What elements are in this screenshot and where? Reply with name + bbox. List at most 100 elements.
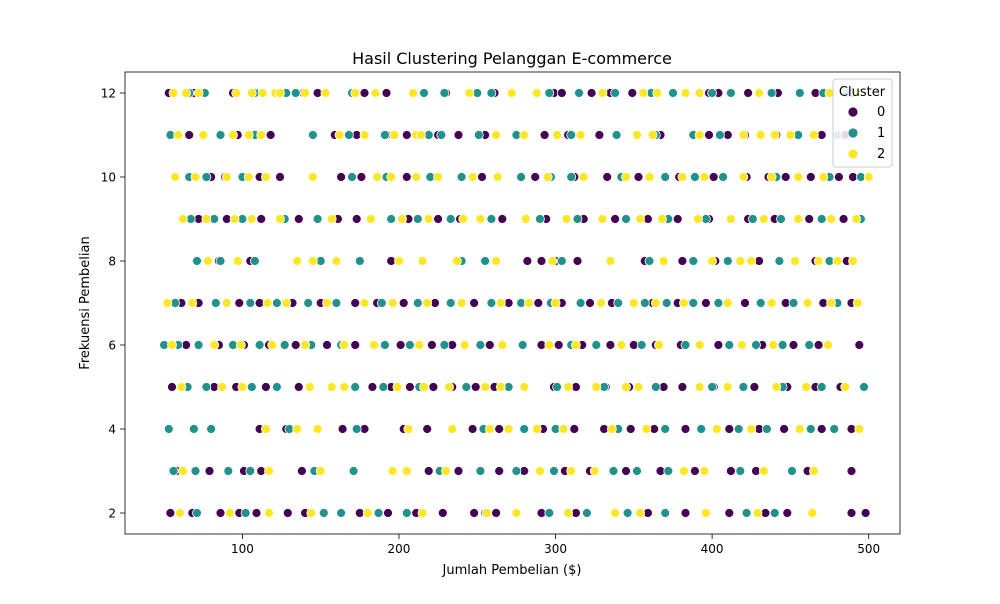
- data-point-cluster-2: [506, 88, 517, 98]
- data-point-cluster-2: [552, 130, 562, 140]
- data-point-cluster-0: [690, 466, 700, 476]
- data-point-cluster-1: [804, 340, 815, 350]
- data-point-cluster-1: [246, 382, 257, 392]
- data-point-cluster-1: [735, 466, 746, 476]
- data-point-cluster-0: [484, 340, 495, 350]
- data-point-cluster-1: [726, 88, 736, 98]
- data-point-cluster-0: [491, 508, 502, 518]
- data-point-cluster-0: [433, 214, 444, 224]
- data-point-cluster-1: [663, 466, 674, 476]
- data-point-cluster-1: [544, 508, 555, 518]
- data-point-cluster-1: [636, 340, 647, 350]
- data-point-cluster-1: [713, 298, 724, 308]
- data-point-cluster-1: [201, 172, 212, 182]
- data-point-cluster-2: [177, 214, 188, 224]
- data-point-cluster-2: [693, 214, 703, 224]
- data-point-cluster-1: [193, 340, 204, 350]
- legend-label-0: 0: [877, 105, 885, 120]
- data-point-cluster-0: [585, 298, 595, 308]
- plot-area-frame: [124, 71, 901, 535]
- data-point-cluster-1: [456, 172, 467, 182]
- y-axis-label: Frekuensi Pembelian: [78, 236, 93, 369]
- data-point-cluster-2: [575, 130, 586, 140]
- data-point-cluster-0: [701, 298, 711, 308]
- data-point-cluster-1: [707, 382, 717, 392]
- data-point-cluster-2: [826, 298, 836, 308]
- data-point-cluster-1: [688, 298, 699, 308]
- data-point-cluster-2: [451, 256, 462, 266]
- data-point-cluster-0: [165, 508, 176, 518]
- x-axis: 100 200 300 400 500: [231, 534, 880, 556]
- data-point-cluster-0: [846, 508, 857, 518]
- data-point-cluster-2: [519, 382, 530, 392]
- data-point-cluster-2: [801, 382, 811, 392]
- data-point-cluster-1: [774, 256, 785, 266]
- data-point-cluster-2: [752, 508, 763, 518]
- data-point-cluster-2: [187, 298, 198, 308]
- data-point-cluster-2: [563, 508, 573, 518]
- data-point-cluster-2: [680, 88, 691, 98]
- data-point-cluster-0: [290, 340, 301, 350]
- data-point-cluster-2: [300, 340, 311, 350]
- data-point-cluster-1: [445, 214, 456, 224]
- data-point-cluster-0: [627, 88, 638, 98]
- data-point-cluster-2: [707, 256, 717, 266]
- data-point-cluster-2: [694, 88, 705, 98]
- data-point-cluster-2: [632, 130, 642, 140]
- data-point-cluster-1: [724, 340, 735, 350]
- data-point-cluster-2: [826, 214, 836, 224]
- data-point-cluster-1: [475, 340, 486, 350]
- data-point-cluster-1: [751, 340, 761, 350]
- data-point-cluster-1: [168, 466, 179, 476]
- data-point-cluster-2: [813, 256, 824, 266]
- data-point-cluster-0: [356, 172, 367, 182]
- data-point-cluster-2: [224, 508, 235, 518]
- data-point-cluster-0: [838, 214, 849, 224]
- data-point-cluster-0: [740, 298, 750, 308]
- data-point-cluster-1: [190, 466, 201, 476]
- data-point-cluster-2: [331, 256, 342, 266]
- data-point-cluster-1: [747, 214, 758, 224]
- data-point-cluster-1: [188, 424, 199, 434]
- data-point-cluster-0: [724, 424, 735, 434]
- data-point-cluster-2: [520, 214, 531, 224]
- data-point-cluster-1: [696, 424, 707, 434]
- data-point-cluster-2: [464, 88, 475, 98]
- data-point-cluster-2: [616, 340, 627, 350]
- data-point-cluster-2: [699, 466, 710, 476]
- data-point-cluster-1: [307, 130, 318, 140]
- data-point-cluster-1: [622, 508, 633, 518]
- data-point-cluster-2: [168, 88, 179, 98]
- data-point-cluster-1: [201, 382, 212, 392]
- data-point-cluster-1: [829, 424, 840, 434]
- data-point-cluster-2: [641, 424, 652, 434]
- data-point-cluster-2: [679, 298, 689, 308]
- data-point-cluster-1: [766, 88, 777, 98]
- data-point-cluster-1: [439, 340, 450, 350]
- data-point-cluster-1: [613, 298, 624, 308]
- y-tick-label: 4: [108, 423, 116, 437]
- data-point-cluster-2: [262, 298, 273, 308]
- data-point-cluster-2: [647, 130, 658, 140]
- data-point-cluster-2: [176, 382, 187, 392]
- data-point-cluster-2: [275, 88, 285, 98]
- data-point-cluster-2: [217, 382, 228, 392]
- data-point-cluster-1: [556, 256, 567, 266]
- data-point-cluster-2: [167, 340, 177, 350]
- data-point-cluster-0: [556, 88, 567, 98]
- data-point-cluster-1: [575, 298, 586, 308]
- data-point-cluster-1: [572, 214, 583, 224]
- data-point-cluster-2: [246, 88, 257, 98]
- data-point-cluster-1: [436, 130, 447, 140]
- data-point-cluster-2: [260, 172, 271, 182]
- data-point-cluster-0: [743, 88, 753, 98]
- data-point-cluster-2: [397, 214, 408, 224]
- legend-marker-0: [847, 106, 859, 118]
- data-point-cluster-0: [749, 382, 760, 392]
- data-point-cluster-2: [701, 508, 711, 518]
- data-point-cluster-2: [823, 340, 833, 350]
- data-point-cluster-0: [398, 298, 409, 308]
- data-point-cluster-1: [741, 508, 752, 518]
- data-point-cluster-2: [679, 466, 689, 476]
